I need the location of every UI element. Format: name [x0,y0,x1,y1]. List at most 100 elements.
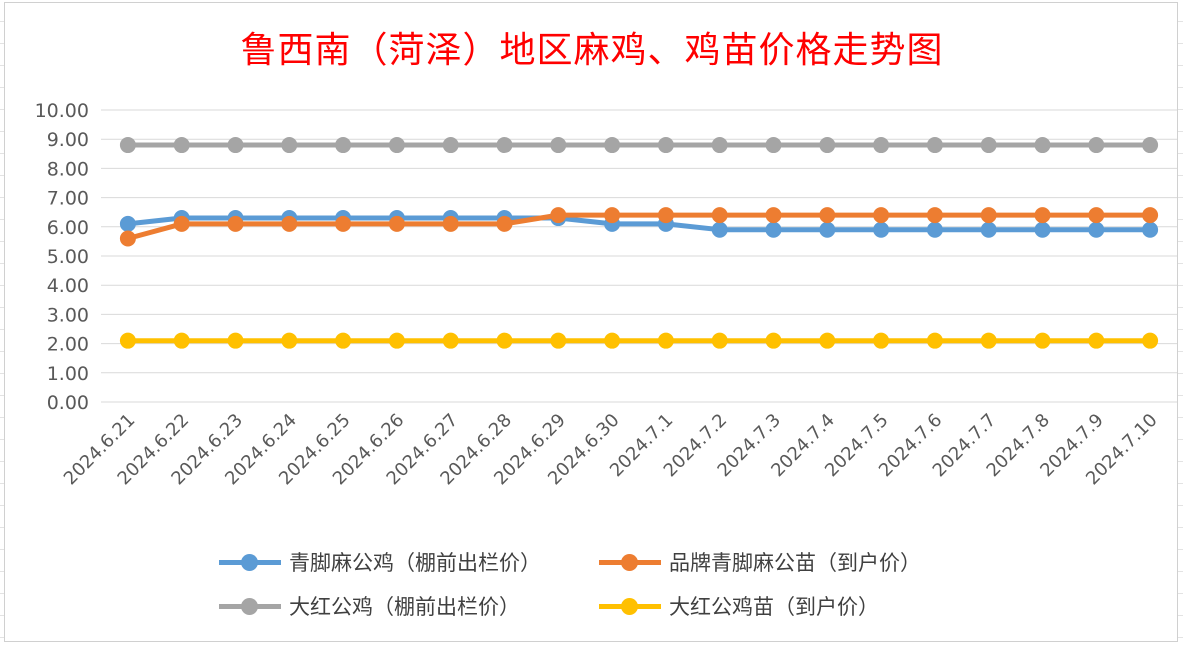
legend-marker-series-1 [219,551,281,573]
data-point-series-1 [926,221,943,238]
data-point-series-3 [119,137,136,154]
data-point-series-1 [1088,221,1105,238]
data-point-series-4 [281,332,298,349]
y-tick-label: 6.00 [47,217,89,239]
data-point-series-2 [1088,207,1105,224]
y-tick-label: 2.00 [47,334,89,356]
data-point-series-4 [496,332,513,349]
legend-marker-series-3 [219,595,281,617]
data-point-series-2 [335,215,352,232]
data-point-series-3 [1088,137,1105,154]
data-point-series-1 [1034,221,1051,238]
data-point-series-2 [926,207,943,224]
y-tick-label: 10.00 [35,100,89,122]
data-point-series-4 [926,332,943,349]
data-point-series-4 [227,332,244,349]
y-tick-label: 9.00 [47,129,89,151]
data-point-series-4 [1088,332,1105,349]
legend-label-series-1: 青脚麻公鸡（棚前出栏价） [289,551,541,575]
data-point-series-1 [119,215,136,232]
data-point-series-2 [388,215,405,232]
data-point-series-2 [550,207,567,224]
data-point-series-2 [657,207,674,224]
data-point-series-4 [335,332,352,349]
data-point-series-3 [281,137,298,154]
data-point-series-4 [819,332,836,349]
data-point-series-3 [335,137,352,154]
data-point-series-1 [980,221,997,238]
data-point-series-2 [173,215,190,232]
legend-item-series-3: 大红公鸡（棚前出栏价） [219,591,599,621]
series-line-1 [125,215,1153,233]
chart-title: 鲁西南（菏泽）地区麻鸡、鸡苗价格走势图 [240,30,944,71]
data-point-series-4 [657,332,674,349]
data-point-series-4 [1142,332,1159,349]
data-point-series-2 [281,215,298,232]
data-point-series-1 [873,221,890,238]
data-point-series-3 [604,137,621,154]
data-point-series-4 [711,332,728,349]
data-point-series-3 [173,137,190,154]
data-point-series-3 [442,137,459,154]
data-point-series-2 [980,207,997,224]
data-point-series-4 [550,332,567,349]
chart-area[interactable]: 鲁西南（菏泽）地区麻鸡、鸡苗价格走势图 0.00 1.00 2.00 3.00 4.00… [4,2,1178,642]
series-line-2 [125,212,1153,241]
y-tick-label: 0.00 [47,392,89,414]
y-tick-label: 8.00 [47,158,89,180]
data-point-series-4 [442,332,459,349]
data-point-series-4 [604,332,621,349]
data-point-series-4 [173,332,190,349]
data-point-series-4 [873,332,890,349]
data-point-series-1 [765,221,782,238]
data-point-series-1 [1142,221,1159,238]
data-point-series-3 [980,137,997,154]
data-point-series-3 [227,137,244,154]
data-point-series-1 [819,221,836,238]
data-point-series-4 [119,332,136,349]
data-point-series-2 [873,207,890,224]
data-point-series-4 [765,332,782,349]
legend-marker-series-4 [599,595,661,617]
line-chart-plot: 0.00 1.00 2.00 3.00 4.00 5.00 6.00 7.00 8.00 9.00… [35,100,1177,489]
y-tick-label: 3.00 [47,304,89,326]
data-point-series-3 [819,137,836,154]
data-point-series-4 [388,332,405,349]
data-point-series-2 [711,207,728,224]
data-point-series-3 [1034,137,1051,154]
chart-legend: 青脚麻公鸡（棚前出栏价） 品牌青脚麻公苗（到户价） 大红公鸡（棚前出栏价） 大红… [219,547,999,621]
legend-label-series-2: 品牌青脚麻公苗（到户价） [669,551,921,575]
data-point-series-2 [1142,207,1159,224]
data-point-series-3 [496,137,513,154]
y-tick-label: 4.00 [47,275,89,297]
data-point-series-3 [657,137,674,154]
data-point-series-3 [550,137,567,154]
legend-item-series-2: 品牌青脚麻公苗（到户价） [599,547,999,577]
data-point-series-3 [873,137,890,154]
data-point-series-2 [442,215,459,232]
data-point-series-2 [765,207,782,224]
legend-item-series-4: 大红公鸡苗（到户价） [599,591,999,621]
y-tick-label: 7.00 [47,188,89,210]
data-point-series-2 [1034,207,1051,224]
data-point-series-3 [711,137,728,154]
data-point-series-4 [1034,332,1051,349]
legend-item-series-1: 青脚麻公鸡（棚前出栏价） [219,547,599,577]
data-point-series-3 [765,137,782,154]
data-point-series-1 [711,221,728,238]
data-point-series-3 [926,137,943,154]
y-tick-label: 5.00 [47,246,89,268]
data-point-series-4 [980,332,997,349]
data-point-series-2 [227,215,244,232]
legend-marker-series-2 [599,551,661,573]
data-point-series-2 [604,207,621,224]
data-point-series-3 [1142,137,1159,154]
data-point-series-2 [119,230,136,247]
legend-label-series-4: 大红公鸡苗（到户价） [669,595,879,619]
y-tick-label: 1.00 [47,363,89,385]
data-point-series-2 [819,207,836,224]
data-point-series-2 [496,215,513,232]
legend-label-series-3: 大红公鸡（棚前出栏价） [289,595,520,619]
data-point-series-3 [388,137,405,154]
